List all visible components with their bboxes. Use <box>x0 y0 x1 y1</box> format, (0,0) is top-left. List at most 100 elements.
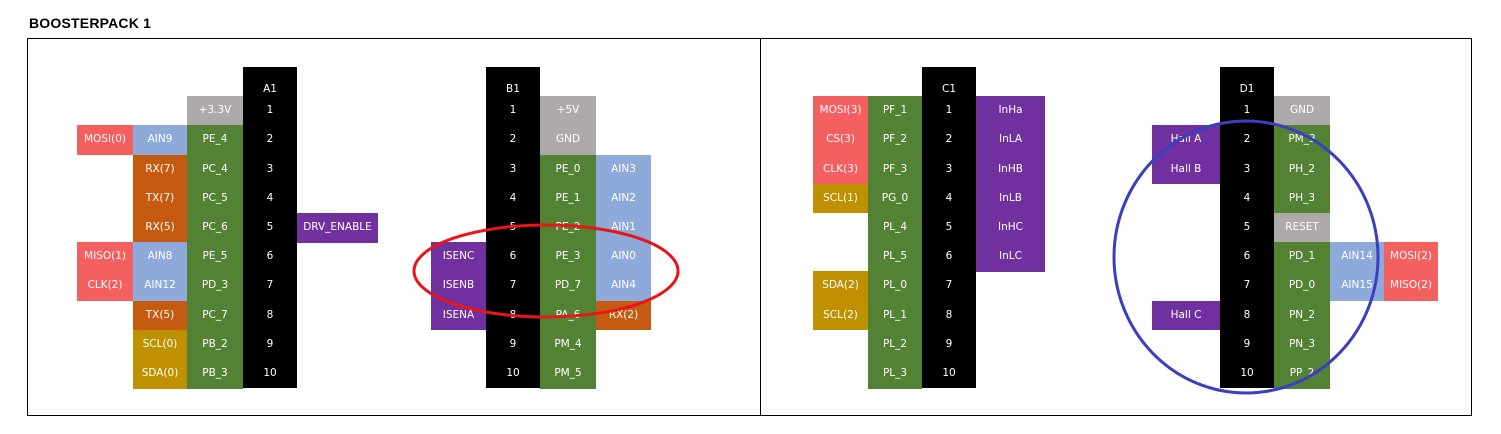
signal-cell: AIN8 <box>133 242 187 272</box>
signal-cell: CS(3) <box>813 125 868 156</box>
pin-name-cell: PC_5 <box>187 183 243 214</box>
signal-cell: SCL(2) <box>813 300 868 331</box>
page-title: BOOSTERPACK 1 <box>29 15 152 31</box>
pin-number: 6 <box>1220 242 1274 272</box>
pin-name-cell: +3.3V <box>187 96 243 126</box>
pin-number: 7 <box>243 271 297 301</box>
pin-number: 8 <box>243 300 297 330</box>
pin-name-cell: PB_3 <box>187 359 243 389</box>
signal-cell: AIN12 <box>133 271 187 302</box>
signal-cell: MOSI(3) <box>813 96 868 126</box>
signal-cell: SCL(0) <box>133 329 187 360</box>
signal-cell: AIN1 <box>596 213 651 243</box>
pin-number: 10 <box>243 359 297 388</box>
connector-panel-right <box>760 38 1472 416</box>
signal-cell: DRV_ENABLE <box>297 213 378 243</box>
pin-number: 7 <box>1220 271 1274 301</box>
pin-name-cell: PD_3 <box>187 271 243 302</box>
pin-name-cell: PL_5 <box>868 242 922 272</box>
pin-name-cell: GND <box>1274 96 1330 126</box>
pin-name-cell: PD_1 <box>1274 242 1330 272</box>
pin-number: 5 <box>243 213 297 242</box>
signal-cell: Hall A <box>1152 125 1220 156</box>
pin-number: 8 <box>486 300 540 330</box>
signal-cell: SDA(2) <box>813 271 868 302</box>
pin-number: 5 <box>486 213 540 242</box>
signal-cell: ISENC <box>431 242 486 272</box>
pin-name-cell: PG_0 <box>868 183 922 214</box>
pin-name-cell: PM_5 <box>540 359 596 389</box>
pin-number: 7 <box>922 271 976 301</box>
pin-number: 4 <box>243 183 297 213</box>
pin-number: 5 <box>922 213 976 242</box>
pin-number: 3 <box>1220 154 1274 184</box>
pin-name-cell: PD_7 <box>540 271 596 302</box>
pin-name-cell: PF_3 <box>868 154 922 185</box>
pin-name-cell: PH_2 <box>1274 154 1330 185</box>
signal-cell: MISO(2) <box>1384 271 1438 302</box>
pin-number: 7 <box>486 271 540 301</box>
signal-cell: CLK(3) <box>813 154 868 185</box>
pin-name-cell: PL_0 <box>868 271 922 302</box>
signal-cell: RX(7) <box>133 154 187 185</box>
signal-cell: AIN2 <box>596 183 651 214</box>
pin-name-cell: PB_2 <box>187 329 243 360</box>
pin-name-cell: PE_4 <box>187 125 243 156</box>
signal-cell: InHa <box>976 96 1045 126</box>
signal-cell: AIN9 <box>133 125 187 156</box>
pin-name-cell: RESET <box>1274 213 1330 243</box>
signal-cell: TX(5) <box>133 300 187 331</box>
pin-name-cell: PE_3 <box>540 242 596 272</box>
pin-name-cell: PL_1 <box>868 300 922 331</box>
signal-cell: SDA(0) <box>133 359 187 389</box>
pin-name-cell: PN_3 <box>1274 329 1330 360</box>
signal-cell: InLB <box>976 183 1045 214</box>
signal-cell: AIN0 <box>596 242 651 272</box>
pin-name-cell: PA_6 <box>540 300 596 331</box>
pin-name-cell: PE_0 <box>540 154 596 185</box>
pin-number: 3 <box>486 154 540 184</box>
pin-name-cell: PE_5 <box>187 242 243 272</box>
pin-name-cell: PF_2 <box>868 125 922 156</box>
signal-cell: InLC <box>976 242 1045 272</box>
pin-number: 4 <box>486 183 540 213</box>
pin-name-cell: GND <box>540 125 596 156</box>
pin-name-cell: PE_1 <box>540 183 596 214</box>
pin-number: 6 <box>243 242 297 272</box>
pin-name-cell: PM_3 <box>1274 125 1330 156</box>
pin-number: 3 <box>243 154 297 184</box>
pin-number: 2 <box>486 125 540 155</box>
pin-number: 2 <box>1220 125 1274 155</box>
pin-name-cell: PH_3 <box>1274 183 1330 214</box>
pin-name-cell: PM_4 <box>540 329 596 360</box>
pin-number: 1 <box>1220 96 1274 126</box>
signal-cell: InHB <box>976 154 1045 185</box>
pin-number: 4 <box>922 183 976 213</box>
pin-number: 8 <box>1220 300 1274 330</box>
signal-cell: Hall B <box>1152 154 1220 185</box>
pin-number: 9 <box>1220 329 1274 359</box>
pin-name-cell: PP_2 <box>1274 359 1330 389</box>
pin-name-cell: PL_2 <box>868 329 922 360</box>
pin-number: 6 <box>486 242 540 272</box>
signal-cell: MOSI(0) <box>77 125 133 156</box>
pin-number: 9 <box>486 329 540 359</box>
signal-cell: AIN14 <box>1330 242 1384 272</box>
pin-number: 4 <box>1220 183 1274 213</box>
pin-number: 10 <box>486 359 540 388</box>
pin-name-cell: PL_4 <box>868 213 922 243</box>
signal-cell: AIN15 <box>1330 271 1384 302</box>
signal-cell: AIN3 <box>596 154 651 185</box>
pin-name-cell: PL_3 <box>868 359 922 389</box>
pin-number: 5 <box>1220 213 1274 242</box>
signal-cell: TX(7) <box>133 183 187 214</box>
signal-cell: RX(5) <box>133 213 187 243</box>
signal-cell: InHC <box>976 213 1045 243</box>
signal-cell: MISO(1) <box>77 242 133 272</box>
pin-name-cell: +5V <box>540 96 596 126</box>
pin-name-cell: PE_2 <box>540 213 596 243</box>
signal-cell: ISENB <box>431 271 486 302</box>
pin-number: 9 <box>922 329 976 359</box>
pin-number: 9 <box>243 329 297 359</box>
pin-number: 1 <box>486 96 540 126</box>
